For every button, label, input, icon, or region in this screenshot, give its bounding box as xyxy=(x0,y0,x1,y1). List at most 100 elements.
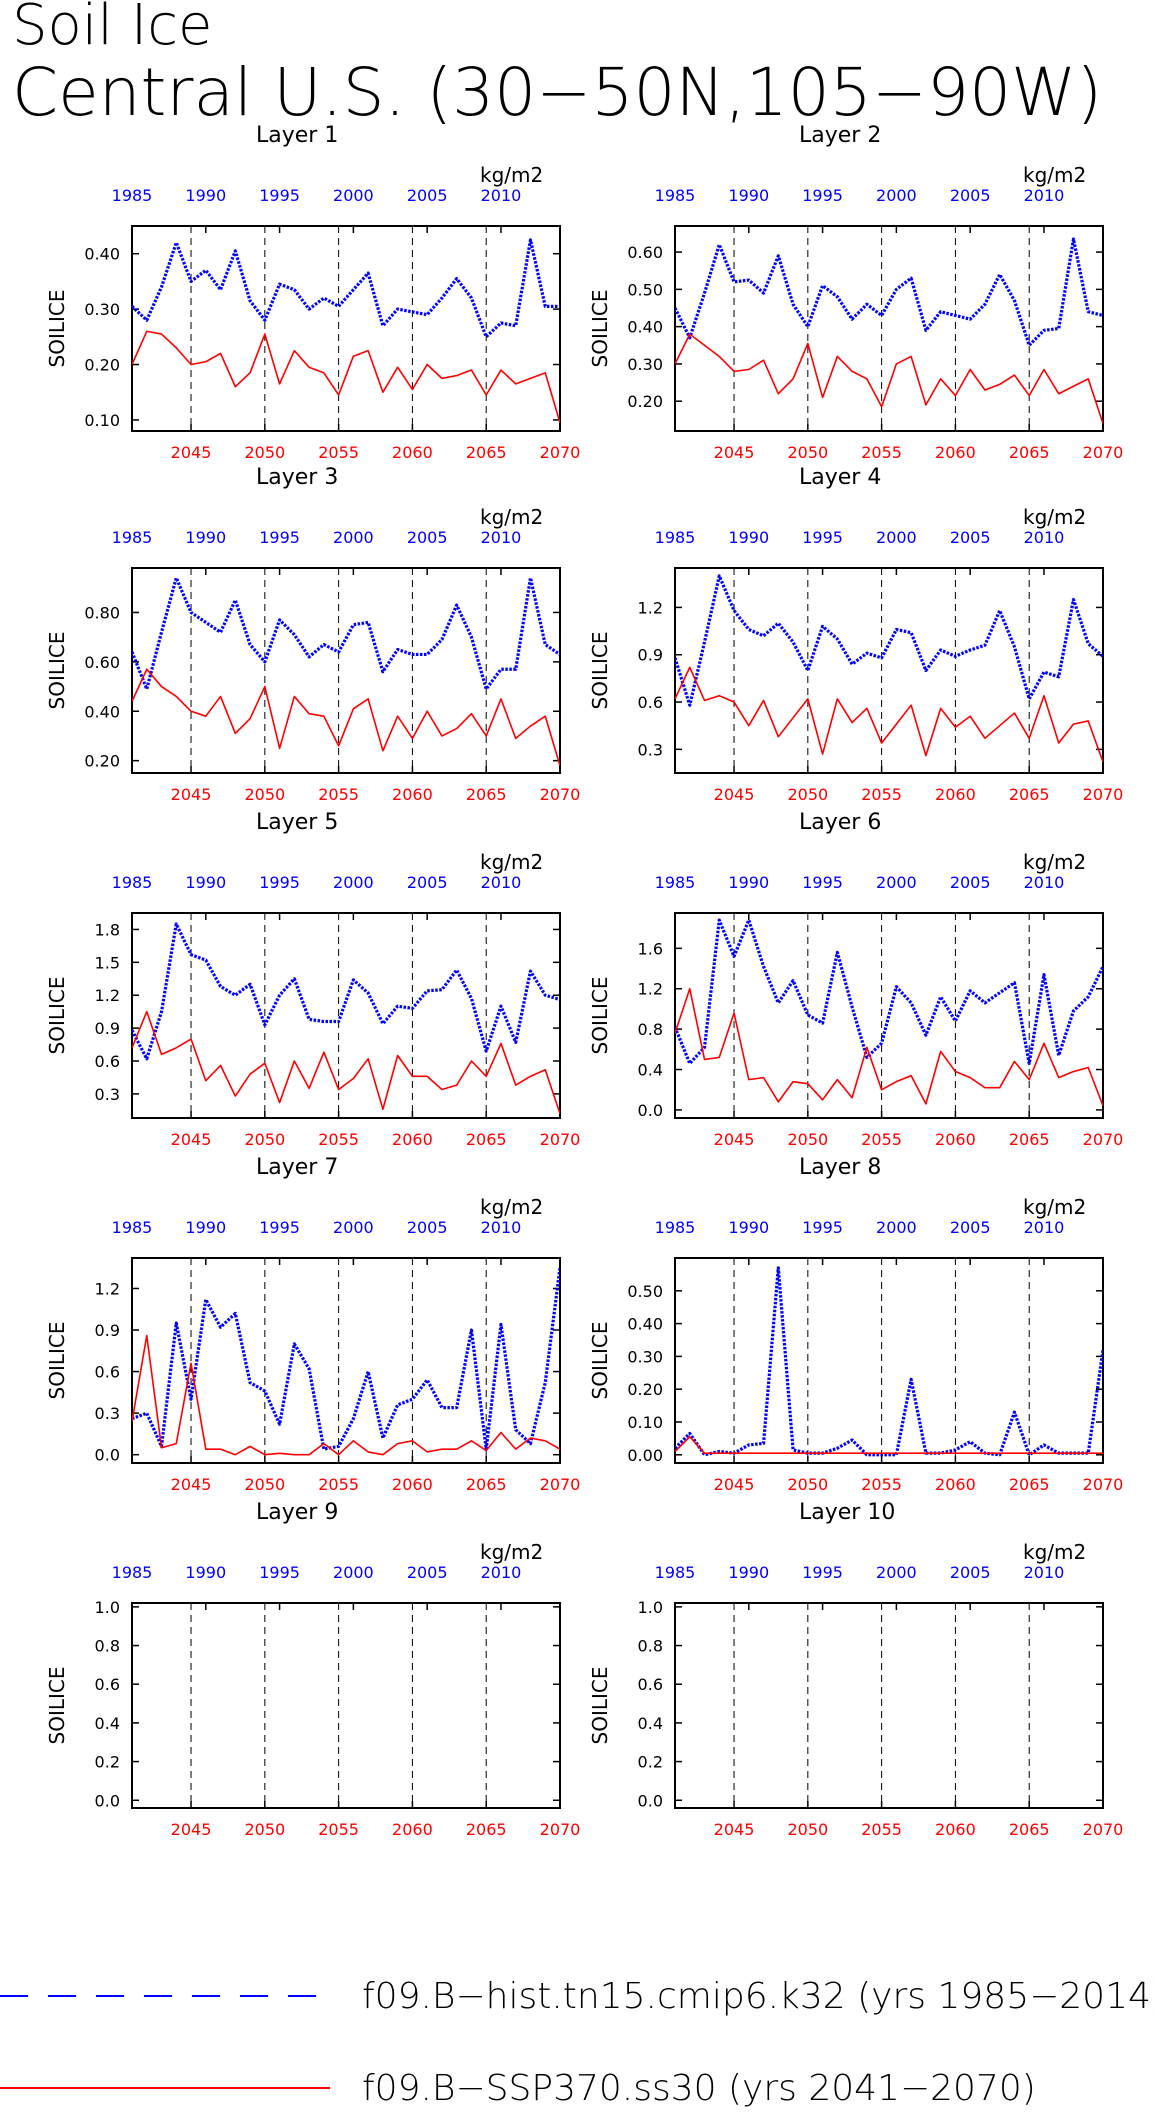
y-tick-label: 0.2 xyxy=(638,1753,663,1772)
x-top-tick-label: 1985 xyxy=(655,873,696,892)
x-top-tick-label: 1985 xyxy=(112,1218,153,1237)
x-bottom-tick-label: 2070 xyxy=(1083,1475,1124,1494)
y-tick-label: 1.2 xyxy=(638,598,663,617)
x-bottom-tick-label: 2055 xyxy=(861,1475,902,1494)
series-line-ssp xyxy=(132,668,560,766)
panel-grid: Layer 1 0.10 0.20 0.30 0.40 2045 2050 2055 2060 2… xyxy=(45,123,1123,1839)
x-bottom-tick-label: 2055 xyxy=(318,1820,359,1839)
units-label: kg/m2 xyxy=(1023,1195,1086,1219)
panel-title: Layer 3 xyxy=(256,465,338,490)
x-top-tick-label: 2010 xyxy=(1024,873,1065,892)
series-line-ssp xyxy=(675,333,1103,424)
y-tick-label: 0.9 xyxy=(95,1321,120,1340)
y-tick-label: 0.40 xyxy=(84,245,120,264)
x-top-tick-label: 2010 xyxy=(1024,528,1065,547)
y-tick-label: 0.0 xyxy=(638,1101,663,1120)
x-bottom-tick-label: 2045 xyxy=(714,1820,755,1839)
x-bottom-tick-label: 2050 xyxy=(787,1475,828,1494)
x-top-tick-label: 1990 xyxy=(728,1563,769,1582)
panel-title: Layer 10 xyxy=(799,1500,895,1525)
series-line-ssp xyxy=(675,666,1103,763)
series-line-hist xyxy=(132,576,560,691)
x-bottom-tick-label: 2065 xyxy=(466,443,507,462)
y-tick-label: 1.2 xyxy=(95,1279,120,1298)
y-tick-label: 0.3 xyxy=(638,740,663,759)
x-bottom-tick-label: 2050 xyxy=(244,1475,285,1494)
x-bottom-tick-label: 2055 xyxy=(861,443,902,462)
y-tick-label: 0.8 xyxy=(638,1637,663,1656)
y-tick-label: 0.40 xyxy=(627,1315,663,1334)
x-top-tick-label: 1990 xyxy=(728,186,769,205)
chart-panel-3: Layer 3 0.20 0.40 0.60 0.80 2045 2050 2055 2060 2… xyxy=(45,465,580,804)
plot-frame xyxy=(674,1602,1104,1809)
y-tick-label: 0.20 xyxy=(84,356,120,375)
x-top-tick-label: 1990 xyxy=(185,873,226,892)
series-line-ssp xyxy=(675,987,1103,1107)
x-bottom-tick-label: 2065 xyxy=(1009,1475,1050,1494)
x-bottom-tick-label: 2065 xyxy=(1009,1820,1050,1839)
series-line-hist xyxy=(675,237,1103,347)
y-axis-label: SOILICE xyxy=(588,290,612,368)
x-top-tick-label: 1995 xyxy=(259,873,300,892)
y-tick-label: 0.00 xyxy=(627,1446,663,1465)
y-tick-label: 0.80 xyxy=(84,603,120,622)
y-tick-label: 0.10 xyxy=(627,1413,663,1432)
panel-title: Layer 1 xyxy=(256,123,338,148)
x-bottom-tick-label: 2060 xyxy=(935,1820,976,1839)
y-tick-label: 0.40 xyxy=(627,318,663,337)
series-line-ssp xyxy=(132,1334,560,1456)
x-bottom-tick-label: 2050 xyxy=(244,1130,285,1149)
y-tick-label: 0.10 xyxy=(84,411,120,430)
x-bottom-tick-label: 2060 xyxy=(935,1475,976,1494)
x-top-tick-label: 2000 xyxy=(333,1563,374,1582)
y-tick-label: 0.20 xyxy=(627,1380,663,1399)
x-bottom-tick-label: 2060 xyxy=(935,1130,976,1149)
x-bottom-tick-label: 2045 xyxy=(714,785,755,804)
x-bottom-tick-label: 2050 xyxy=(244,1820,285,1839)
series-line-ssp xyxy=(132,1010,560,1114)
x-bottom-tick-label: 2065 xyxy=(1009,443,1050,462)
y-tick-label: 0.0 xyxy=(95,1791,120,1810)
y-tick-label: 0.50 xyxy=(627,280,663,299)
x-bottom-tick-label: 2065 xyxy=(466,1475,507,1494)
x-bottom-tick-label: 2050 xyxy=(787,443,828,462)
y-tick-label: 0.4 xyxy=(95,1714,120,1733)
y-axis-label: SOILICE xyxy=(45,1667,69,1745)
units-label: kg/m2 xyxy=(1023,1540,1086,1564)
x-top-tick-label: 1995 xyxy=(259,186,300,205)
x-top-tick-label: 1985 xyxy=(655,186,696,205)
x-top-tick-label: 2000 xyxy=(876,528,917,547)
chart-panel-6: Layer 6 0.0 0.4 0.8 1.2 1.6 2045 2050 2055 2060 20… xyxy=(588,810,1123,1149)
chart-panel-9: Layer 9 0.0 0.2 0.4 0.6 0.8 1.0 2045 2050 2055 206… xyxy=(45,1500,580,1839)
legend-label-ssp: f09.B−SSP370.ss30 (yrs 2041−2070) xyxy=(362,2068,1036,2109)
x-top-tick-label: 1990 xyxy=(185,528,226,547)
x-top-tick-label: 2010 xyxy=(1024,1563,1065,1582)
x-top-tick-label: 2005 xyxy=(407,186,448,205)
chart-panel-7: Layer 7 0.0 0.3 0.6 0.9 1.2 2045 2050 2055 2060 20… xyxy=(45,1155,580,1494)
x-bottom-tick-label: 2070 xyxy=(540,1820,581,1839)
x-bottom-tick-label: 2070 xyxy=(1083,443,1124,462)
x-top-tick-label: 1985 xyxy=(655,528,696,547)
y-tick-label: 1.2 xyxy=(638,980,663,999)
x-top-tick-label: 2010 xyxy=(1024,1218,1065,1237)
x-bottom-tick-label: 2045 xyxy=(171,1475,212,1494)
plot-frame xyxy=(674,1257,1104,1464)
x-bottom-tick-label: 2045 xyxy=(714,443,755,462)
x-bottom-tick-label: 2050 xyxy=(244,443,285,462)
y-tick-label: 0.20 xyxy=(627,392,663,411)
x-bottom-tick-label: 2070 xyxy=(1083,1820,1124,1839)
x-top-tick-label: 1990 xyxy=(728,1218,769,1237)
series-line-hist xyxy=(132,1267,560,1451)
units-label: kg/m2 xyxy=(480,1540,543,1564)
panel-title: Layer 2 xyxy=(799,123,881,148)
x-bottom-tick-label: 2070 xyxy=(540,1130,581,1149)
x-bottom-tick-label: 2070 xyxy=(1083,1130,1124,1149)
x-top-tick-label: 1985 xyxy=(112,1563,153,1582)
x-top-tick-label: 2005 xyxy=(950,528,991,547)
x-bottom-tick-label: 2065 xyxy=(466,1130,507,1149)
x-top-tick-label: 1990 xyxy=(185,1218,226,1237)
y-tick-label: 1.5 xyxy=(95,953,120,972)
x-bottom-tick-label: 2065 xyxy=(1009,1130,1050,1149)
chart-panel-10: Layer 10 0.0 0.2 0.4 0.6 0.8 1.0 2045 2050 2055 20… xyxy=(588,1500,1123,1839)
